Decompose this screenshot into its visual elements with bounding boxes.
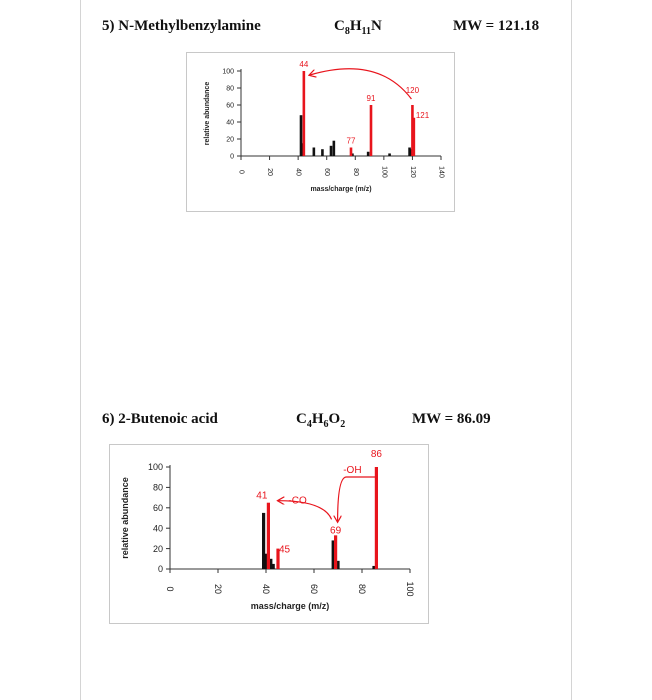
x-tick-label: 60 (309, 584, 319, 594)
peak-label: 69 (330, 525, 342, 536)
formula-part: 6 (323, 419, 329, 430)
peak-label: 120 (406, 86, 420, 95)
formula-part: H (349, 18, 362, 34)
fragmentation-label: -CO (288, 496, 307, 507)
peak-label: 91 (367, 94, 376, 103)
spectrum-peak (351, 153, 354, 156)
y-tick-label: 80 (226, 85, 234, 92)
formula-part: 2 (340, 419, 346, 430)
spectrum-peak (366, 151, 370, 156)
y-axis-label: relative abundance (204, 82, 211, 146)
mass-spectrum-plot-1: 0 20 40 60 80 100 0 20 40 60 80 100 120 140 relative a… (204, 60, 445, 193)
formula-part: O (328, 411, 341, 427)
compound-5-name: 5) N-Methylbenzylamine (102, 18, 261, 35)
formula-part: 8 (344, 26, 350, 37)
spectrum-peak (332, 140, 336, 156)
spectrum-peak (299, 115, 303, 156)
compound-5-mw: MW = 121.18 (453, 18, 539, 35)
x-tick-label: 80 (352, 168, 359, 176)
spectrum-peak (372, 565, 376, 569)
spectrum-peak (271, 563, 275, 569)
formula-part: 4 (306, 419, 312, 430)
peak-label: 86 (371, 449, 383, 460)
peak-label: 41 (256, 491, 268, 502)
fragmentation-label: -OH (343, 465, 361, 476)
compound-6-formula: C4H6O2 (296, 411, 345, 430)
spectrum-peak (264, 553, 268, 569)
spectrum-peak (312, 147, 316, 156)
fragmentation-arrow (338, 476, 377, 521)
frame-right-border (571, 0, 572, 700)
formula-part: C (334, 18, 345, 34)
y-tick-label: 20 (226, 136, 234, 143)
y-axis-label: relative abundance (120, 477, 130, 559)
frame-left-border (80, 0, 81, 700)
x-tick-label: 20 (213, 584, 223, 594)
x-tick-label: 60 (323, 168, 330, 176)
y-tick-label: 100 (148, 462, 163, 472)
y-tick-label: 0 (230, 153, 234, 160)
compound-5-name-text: 5) N-Methylbenzylamine (102, 18, 261, 34)
x-tick-label: 120 (409, 166, 416, 178)
compound-6-mw: MW = 86.09 (412, 411, 491, 428)
spectrum-peak (329, 145, 333, 156)
spectrum-peak (412, 117, 416, 156)
x-tick-label: 140 (438, 166, 445, 178)
spectrum-peak (321, 149, 324, 156)
formula-part: N (370, 18, 382, 34)
y-tick-label: 60 (153, 503, 163, 513)
y-tick-label: 100 (222, 68, 234, 75)
spectrum-peak (336, 560, 340, 569)
peak-label: 121 (416, 111, 430, 120)
peak-label: 45 (279, 545, 291, 556)
peak-label: 77 (347, 137, 356, 146)
x-tick-label: 80 (357, 584, 367, 594)
x-tick-label: 20 (266, 168, 273, 176)
formula-part: H (311, 411, 324, 427)
spectrum-peak (349, 147, 353, 156)
spectrum-peak (269, 558, 273, 569)
spectrum-peak (409, 149, 413, 156)
spectrum-peak (334, 535, 338, 569)
x-tick-label: 100 (380, 166, 387, 178)
x-axis-label: mass/charge (m/z) (310, 186, 371, 193)
spectrum-peak (411, 105, 414, 156)
x-tick-label: 40 (261, 584, 271, 594)
fragmentation-arrow (310, 68, 412, 100)
compound-6-mw-text: MW = 86.09 (412, 411, 491, 427)
spectrum-peak (302, 71, 306, 156)
spectrum-peak (374, 467, 378, 569)
mass-spectrum-chart-1: 0 20 40 60 80 100 0 20 40 60 80 100 120 140 relative a… (186, 52, 455, 212)
compound-6-name-text: 6) 2-Butenoic acid (102, 411, 218, 427)
formula-part: 11 (361, 26, 371, 37)
compound-5-formula: C8H11N (334, 18, 382, 37)
compound-5-mw-text: MW = 121.18 (453, 18, 540, 34)
spectrum-peak (408, 147, 411, 156)
x-tick-label: 100 (405, 581, 415, 596)
spectrum-peak (276, 548, 280, 569)
y-tick-label: 20 (153, 544, 163, 554)
x-tick-label: 0 (165, 586, 175, 591)
spectrum-peak (266, 502, 270, 569)
mass-spectrum-chart-2: 0 20 40 60 80 100 0 20 40 60 80 100 relative abundan… (109, 444, 429, 624)
peak-label: 44 (299, 60, 308, 69)
mass-spectrum-plot-2: 0 20 40 60 80 100 0 20 40 60 80 100 relative abundan… (120, 449, 415, 611)
spectrum-peak (369, 105, 373, 156)
y-tick-label: 80 (153, 483, 163, 493)
y-tick-label: 40 (226, 119, 234, 126)
x-axis-label: mass/charge (m/z) (251, 601, 330, 611)
fragmentation-arrow (278, 501, 333, 520)
y-tick-label: 40 (153, 523, 163, 533)
spectrum-peak (262, 512, 266, 569)
spectrum-peak (331, 540, 335, 569)
x-tick-label: 40 (295, 168, 302, 176)
y-tick-label: 0 (158, 564, 163, 574)
spectrum-peak (388, 153, 391, 156)
spectrum-peak (301, 143, 304, 156)
formula-part: C (296, 411, 307, 427)
y-tick-label: 60 (226, 102, 234, 109)
compound-6-name: 6) 2-Butenoic acid (102, 411, 218, 428)
x-tick-label: 0 (238, 170, 245, 174)
